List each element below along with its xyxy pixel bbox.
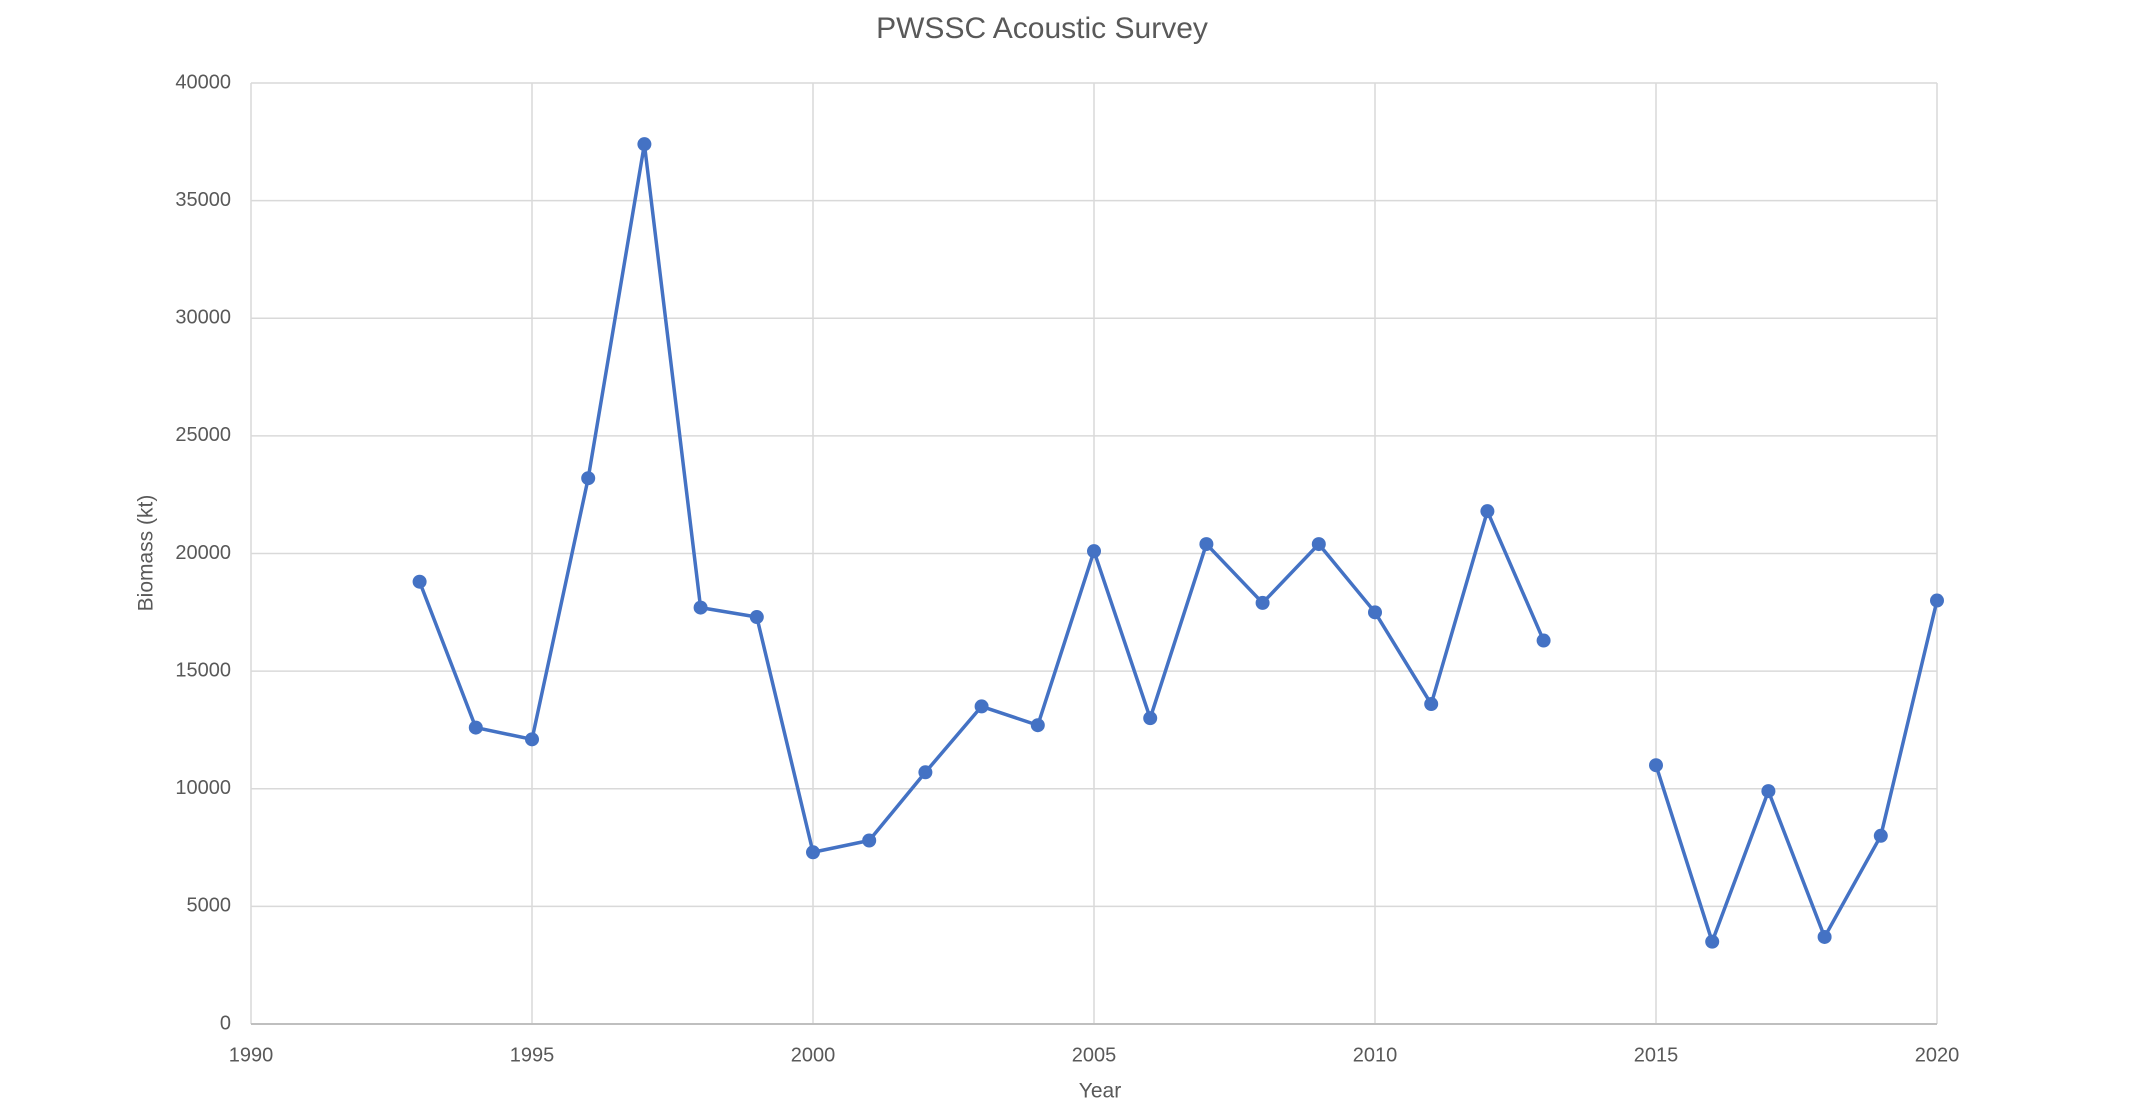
data-point (1424, 697, 1439, 712)
data-point (637, 137, 652, 152)
data-point (693, 600, 708, 615)
x-tick-label: 1990 (229, 1044, 274, 1066)
data-line (417, 142, 1939, 944)
x-tick-label: 1995 (510, 1044, 555, 1066)
y-tick-label: 35000 (175, 189, 231, 211)
data-point (1930, 593, 1944, 608)
data-point (1143, 711, 1158, 726)
y-tick-label: 40000 (175, 71, 231, 93)
data-point (1480, 504, 1495, 519)
data-point (1199, 537, 1214, 552)
y-tick-label: 20000 (175, 542, 231, 564)
y-tick-label: 0 (220, 1012, 231, 1034)
y-axis-label: Biomass (kt) (135, 495, 158, 612)
y-tick-label: 30000 (175, 307, 231, 329)
data-point (1255, 595, 1270, 610)
data-point (468, 720, 483, 735)
y-tick-label: 15000 (175, 659, 231, 681)
data-point (806, 845, 820, 860)
data-point (1536, 633, 1551, 648)
x-tick-label: 2000 (791, 1044, 836, 1066)
data-point (1873, 828, 1888, 843)
data-point (1705, 934, 1720, 949)
data-point (1817, 929, 1832, 944)
data-point (749, 610, 764, 625)
data-point (581, 471, 596, 486)
x-axis-label: Year (1079, 1080, 1121, 1103)
y-tick-label: 10000 (175, 777, 231, 799)
data-point (1030, 718, 1045, 733)
y-tick-label: 25000 (175, 424, 231, 446)
data-point (1311, 537, 1326, 552)
x-tick-label: 2010 (1353, 1044, 1398, 1066)
data-point (1368, 605, 1382, 620)
x-tick-label: 2005 (1072, 1044, 1117, 1066)
data-point (862, 833, 877, 848)
chart-title: PWSSC Acoustic Survey (876, 12, 1208, 45)
data-point (1649, 758, 1663, 773)
data-point (974, 699, 989, 714)
x-tick-label: 2020 (1915, 1044, 1960, 1066)
y-tick-label: 5000 (187, 895, 232, 917)
data-point (1761, 784, 1776, 799)
data-point (1087, 544, 1101, 559)
data-point (918, 765, 933, 780)
data-point (412, 574, 427, 589)
data-point (525, 732, 539, 747)
x-tick-label: 2015 (1634, 1044, 1679, 1066)
